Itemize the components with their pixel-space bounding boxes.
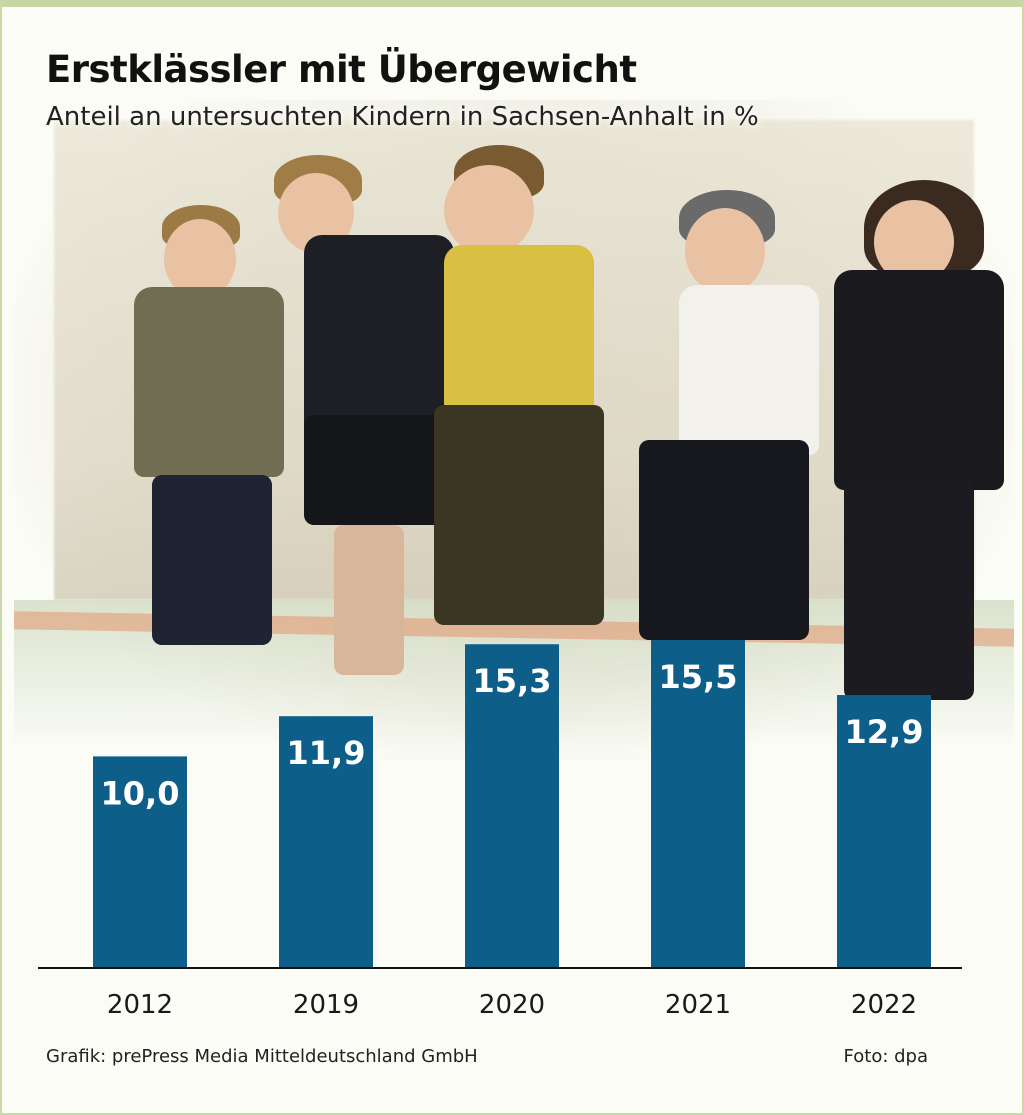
graphic-credit: Grafik: prePress Media Mitteldeutschland…: [46, 1046, 478, 1067]
photo-credit: Foto: dpa: [843, 1046, 928, 1067]
x-tick-label-2019: 2019: [293, 990, 359, 1020]
chart-title: Erstklässler mit Übergewicht: [46, 48, 637, 91]
bar-2012: [93, 756, 187, 968]
bar-2022: [837, 695, 931, 968]
x-tick-label-2022: 2022: [851, 990, 917, 1020]
x-tick-label-2012: 2012: [107, 990, 173, 1020]
bar-value-label-2019: 11,9: [287, 734, 366, 772]
bar-value-label-2021: 15,5: [659, 658, 738, 696]
bar-value-label-2020: 15,3: [473, 662, 552, 700]
bar-2020: [465, 644, 559, 968]
chart-subtitle: Anteil an untersuchten Kindern in Sachse…: [46, 102, 759, 132]
bar-value-label-2022: 12,9: [845, 713, 924, 751]
x-tick-label-2021: 2021: [665, 990, 731, 1020]
bar-2021: [651, 640, 745, 968]
x-tick-label-2020: 2020: [479, 990, 545, 1020]
bar-value-label-2012: 10,0: [101, 774, 180, 812]
bar-2019: [279, 716, 373, 968]
